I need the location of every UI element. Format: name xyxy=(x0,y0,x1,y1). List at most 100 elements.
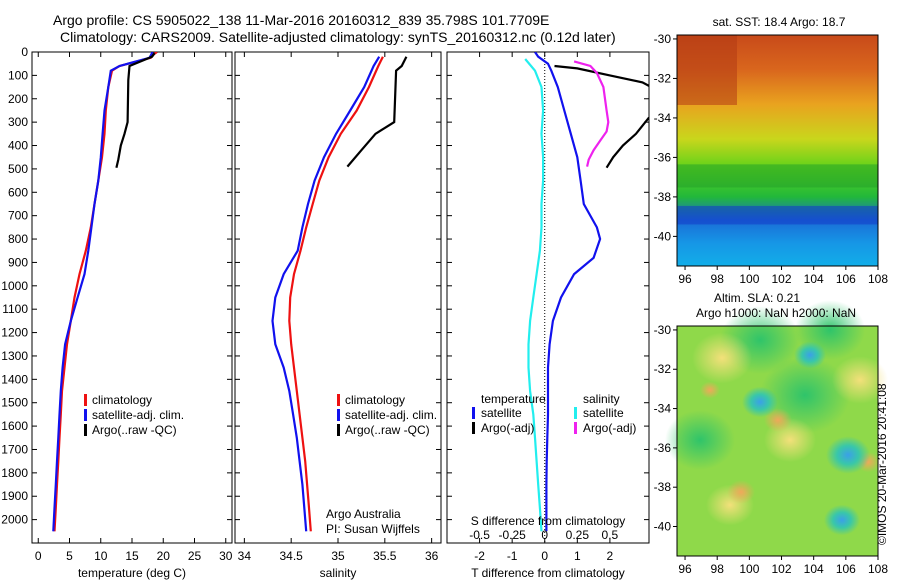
title-line-1: Argo profile: CS 5905022_138 11-Mar-2016… xyxy=(53,12,550,28)
sla-blob xyxy=(665,410,735,470)
y-tick-label: -38 xyxy=(654,190,672,204)
sla-blob xyxy=(794,341,826,369)
legend-swatch xyxy=(472,407,475,419)
sla-map-subtitle: Argo h1000: NaN h2000: NaN xyxy=(696,306,856,320)
legend-label: Argo(..raw -QC) xyxy=(345,423,430,437)
x-tick-label: 104 xyxy=(804,562,824,576)
series-line-argo--adj- xyxy=(605,116,649,169)
sst-band xyxy=(677,205,878,225)
y-tick-label: -38 xyxy=(654,480,672,494)
x-tick-label: 5 xyxy=(66,549,73,563)
x-tick-label: 10 xyxy=(94,549,108,563)
x-tick-label: 98 xyxy=(711,562,725,576)
x-tick-label: 25 xyxy=(188,549,202,563)
x-tick-label: 0 xyxy=(541,549,548,563)
y-tick-label: 800 xyxy=(8,232,28,246)
y-tick-label: 500 xyxy=(8,162,28,176)
y-tick-label: 900 xyxy=(8,255,28,269)
sst_map-frame xyxy=(676,34,879,267)
legend-swatch xyxy=(337,394,340,406)
x-tick-label: 2 xyxy=(607,549,614,563)
legend-swatch xyxy=(337,409,340,421)
series-line-satellite-adj--clim- xyxy=(52,52,154,532)
sla-blob xyxy=(832,356,888,404)
legend-label: Argo(-adj) xyxy=(481,421,534,435)
x-tick-label: 36 xyxy=(425,549,439,563)
x-tick-label: 100 xyxy=(739,272,759,286)
x-axis-label: salinity xyxy=(320,566,357,580)
legend-label: climatology xyxy=(345,393,405,407)
y-tick-label: -32 xyxy=(654,362,672,376)
series-line-argo--adj- xyxy=(573,60,610,167)
legend-swatch xyxy=(84,424,87,436)
y-tick-label: -32 xyxy=(654,71,672,85)
y-tick-label: -34 xyxy=(654,111,672,125)
x-tick-label: -2 xyxy=(474,549,485,563)
x-tick-label: 96 xyxy=(678,562,692,576)
y-tick-label: 1100 xyxy=(2,302,28,316)
series-line-argo---raw--qc- xyxy=(115,52,156,168)
difference-frame xyxy=(446,51,650,544)
x-tick-label: 34.5 xyxy=(280,549,304,563)
legend-label: climatology xyxy=(92,393,152,407)
y-tick-label: -30 xyxy=(654,323,672,337)
series-line-satellite xyxy=(534,52,602,532)
x-tick-label-2: 0.25 xyxy=(566,528,590,542)
legend-swatch xyxy=(574,407,577,419)
legend-header-temperature: temperature xyxy=(481,392,546,406)
series-line-argo---raw--qc- xyxy=(346,56,408,168)
y-tick-label: -36 xyxy=(654,150,672,164)
series-line-satellite xyxy=(524,58,545,532)
x-tick-label: 96 xyxy=(678,272,692,286)
series-line-climatology xyxy=(288,56,384,532)
y-tick-label: 1800 xyxy=(1,466,28,480)
legend-label: satellite-adj. clim. xyxy=(92,408,184,422)
x-tick-label: 100 xyxy=(739,562,759,576)
x-tick-label: 35.5 xyxy=(373,549,397,563)
sla_map-frame xyxy=(676,325,879,557)
x-tick-label-2: -0.5 xyxy=(469,528,490,542)
x-tick-label: 0 xyxy=(35,549,42,563)
x-tick-label: 102 xyxy=(772,562,792,576)
legend-label: Argo(-adj) xyxy=(583,421,636,435)
series-line-satellite-adj--clim- xyxy=(271,56,381,532)
x-tick-label-2: -0.25 xyxy=(498,528,526,542)
y-tick-label: -40 xyxy=(654,520,672,534)
sla-blob xyxy=(824,504,860,536)
legend-swatch xyxy=(84,409,87,421)
sla-blob xyxy=(727,480,755,504)
sla-blob xyxy=(742,386,778,418)
y-tick-label: 400 xyxy=(8,139,28,153)
series-line-argo--adj- xyxy=(554,64,649,87)
y-tick-label: 1700 xyxy=(1,442,28,456)
y-tick-label: 200 xyxy=(8,92,28,106)
x-tick-label: 30 xyxy=(219,549,233,563)
legend-header-salinity: salinity xyxy=(583,392,620,406)
legend-label: satellite-adj. clim. xyxy=(345,408,437,422)
y-tick-label: 1500 xyxy=(1,396,28,410)
y-tick-label: -34 xyxy=(654,402,672,416)
x-tick-label: 1 xyxy=(574,549,581,563)
x-tick-label: -1 xyxy=(507,549,518,563)
y-tick-label: 1300 xyxy=(1,349,28,363)
series-line-climatology xyxy=(53,52,158,532)
legend-label: satellite xyxy=(481,406,522,420)
y-tick-label: 1000 xyxy=(1,279,28,293)
x-axis-label: T difference from climatology xyxy=(471,566,625,580)
temperature-frame xyxy=(31,51,233,544)
x-tick-label: 15 xyxy=(125,549,139,563)
x-tick-label: 106 xyxy=(836,562,856,576)
x-tick-label: 98 xyxy=(711,272,725,286)
y-tick-label: 1200 xyxy=(1,326,28,340)
x-axis-label-2: S difference from climatology xyxy=(471,514,626,528)
x-tick-label: 102 xyxy=(772,272,792,286)
x-tick-label: 34 xyxy=(238,549,252,563)
y-tick-label: 2000 xyxy=(1,513,28,527)
x-tick-label: 104 xyxy=(804,272,824,286)
y-tick-label: 300 xyxy=(8,115,28,129)
sla-blob xyxy=(700,381,720,399)
y-tick-label: 1600 xyxy=(1,419,28,433)
x-tick-label: 35 xyxy=(331,549,345,563)
x-axis-label: temperature (deg C) xyxy=(78,566,186,580)
